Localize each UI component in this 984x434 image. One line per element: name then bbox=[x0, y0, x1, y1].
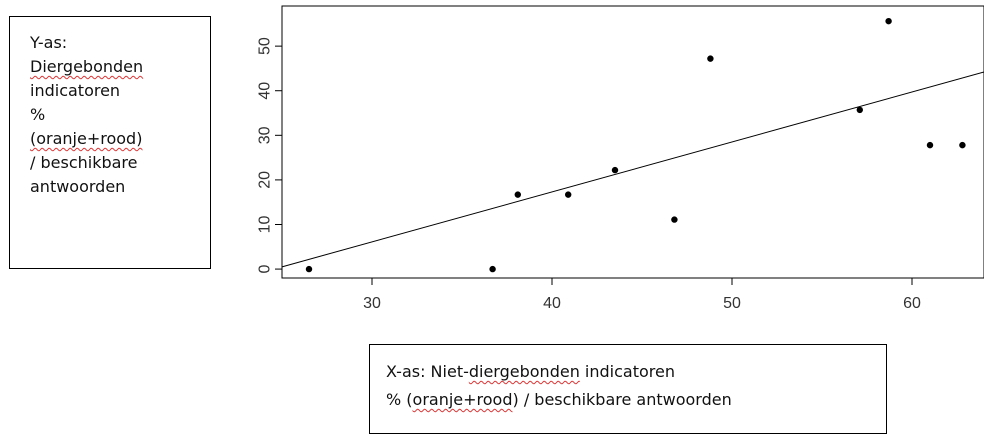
x-note-text: diergebonden bbox=[468, 362, 580, 381]
x-note-line-2: % (oranje+rood) / beschikbare antwoorden bbox=[386, 386, 886, 414]
data-point bbox=[611, 166, 619, 174]
x-note-text: oranje+rood bbox=[412, 390, 513, 409]
y-note-line: (oranje+rood) bbox=[30, 129, 143, 148]
y-tick-label: 20 bbox=[257, 171, 274, 189]
x-note-text: indicatoren bbox=[579, 362, 675, 381]
y-tick-label: 50 bbox=[257, 37, 274, 55]
y-note-line: % bbox=[30, 105, 46, 124]
data-point bbox=[305, 265, 313, 273]
regression-line bbox=[281, 71, 984, 268]
y-tick-label: 30 bbox=[257, 126, 274, 144]
data-point bbox=[671, 216, 678, 223]
y-note-line: Y-as: bbox=[30, 33, 68, 52]
y-tick-label: 40 bbox=[257, 82, 274, 100]
x-note-text: X-as: Niet- bbox=[386, 362, 469, 381]
scatter-plot: 30 40 50 60 0 10 20 30 40 50 bbox=[257, 5, 984, 312]
x-axis-note: X-as: Niet-diergebonden indicatoren % (o… bbox=[369, 344, 887, 434]
y-tick-label: 10 bbox=[257, 215, 274, 233]
data-point bbox=[707, 55, 714, 62]
x-note-text: ) / beschikbare antwoorden bbox=[512, 390, 732, 409]
data-point bbox=[514, 191, 521, 198]
data-point bbox=[565, 191, 572, 198]
x-tick-label: 50 bbox=[723, 295, 741, 312]
data-point bbox=[926, 141, 934, 149]
x-tick-label: 30 bbox=[363, 295, 381, 312]
y-note-line: indicatoren bbox=[30, 81, 121, 100]
y-note-line: Diergebonden bbox=[30, 57, 144, 76]
y-tick-label: 0 bbox=[257, 265, 274, 274]
x-note-line-1: X-as: Niet-diergebonden indicatoren bbox=[386, 358, 886, 386]
data-point bbox=[856, 106, 863, 114]
y-note-line: / beschikbare bbox=[30, 153, 138, 172]
y-axis-note: Y-as: Diergebonden indicatoren % (oranje… bbox=[9, 16, 211, 269]
x-tick-label: 40 bbox=[543, 295, 561, 312]
x-tick-label: 60 bbox=[903, 295, 921, 312]
x-note-text: % ( bbox=[386, 390, 413, 409]
data-point bbox=[885, 17, 892, 25]
data-point bbox=[489, 265, 496, 273]
data-point bbox=[959, 141, 966, 149]
y-note-line: antwoorden bbox=[30, 177, 126, 196]
